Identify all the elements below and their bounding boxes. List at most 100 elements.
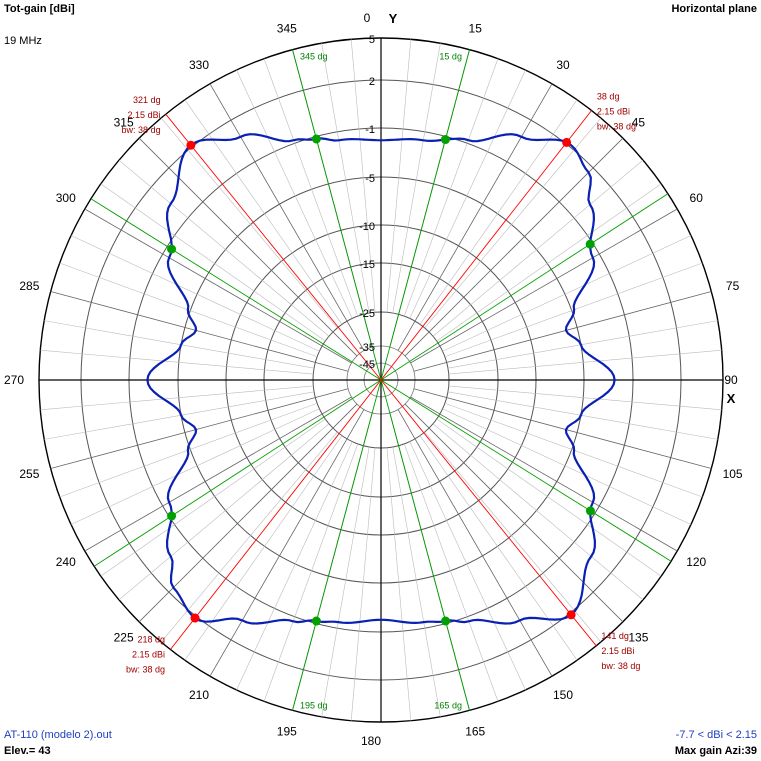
max-lobe-label: 2.15 dBi (132, 649, 165, 659)
angle-tick-label: 210 (189, 688, 209, 702)
x-axis-label: X (727, 391, 736, 406)
plane-label: Horizontal plane (671, 3, 757, 15)
grid-spoke (263, 58, 359, 317)
grid-spoke (403, 58, 499, 317)
max-lobe-label: bw: 38 dg (122, 125, 161, 135)
grid-spoke (424, 117, 602, 329)
grid-spoke (447, 320, 718, 369)
angle-tick-label: 330 (189, 58, 209, 72)
grid-spoke (236, 69, 353, 319)
grid-spoke (448, 385, 722, 411)
beamwidth-line (93, 379, 382, 567)
grid-spoke (84, 208, 352, 364)
angle-tick-label: 165 (465, 725, 485, 739)
grid-spoke (432, 423, 644, 601)
max-gain-line (380, 110, 592, 381)
grid-spoke (392, 446, 441, 717)
angle-tick-label: 105 (723, 467, 743, 481)
grid-spoke (410, 396, 678, 552)
max-lobe-label: bw: 38 dg (597, 122, 636, 132)
grid-spoke (397, 409, 553, 677)
elevation-label: Elev.= 43 (4, 745, 51, 757)
grid-spoke (184, 99, 343, 325)
beamwidth-line (380, 193, 669, 381)
max-gain-line (380, 379, 597, 647)
gain-pattern-layer (146, 133, 616, 625)
grid-spoke (70, 235, 320, 352)
grid-spoke (138, 137, 358, 357)
max-gain-point (186, 140, 196, 150)
grid-spoke (413, 291, 712, 372)
angle-tick-label: 315 (114, 116, 134, 130)
grid-spoke (386, 39, 412, 313)
grid-spoke (436, 418, 662, 577)
gain-pattern-curve (146, 133, 616, 625)
beamwidth-point (440, 135, 450, 145)
grid-spoke (44, 391, 315, 440)
beamwidth-line (292, 379, 382, 711)
frequency-label: 19 MHz (4, 35, 42, 47)
grid-spoke (100, 418, 326, 577)
max-lobe-label: 141 dg (601, 631, 629, 641)
gain-ring-label: -1 (365, 124, 375, 136)
beamwidth-line (380, 379, 470, 711)
max-lobe-label: 2.15 dBi (601, 646, 634, 656)
beamwidth-label: 345 dg (300, 51, 328, 61)
grid-spoke (50, 291, 349, 372)
angle-tick-label: 15 (469, 21, 483, 35)
angle-tick-label: 300 (56, 191, 76, 205)
gain-ring-label: -35 (359, 342, 375, 354)
direction-lines (90, 49, 672, 711)
grid-spoke (386, 447, 412, 721)
grid-spoke (442, 235, 692, 352)
max-lobe-label: bw: 38 dg (601, 661, 640, 671)
angle-tick-label: 150 (553, 688, 573, 702)
markers-layer (167, 134, 595, 626)
grid-spoke (432, 159, 644, 337)
labels-layer: 0153045607590105120135150165180195210225… (4, 11, 743, 748)
grid-spoke (184, 435, 343, 661)
grid-spoke (70, 408, 320, 525)
grid-spoke (138, 403, 358, 623)
max-gain-line (170, 379, 382, 650)
angle-tick-label: 30 (556, 58, 570, 72)
beamwidth-point (441, 616, 451, 626)
grid-spoke (321, 446, 370, 717)
angle-tick-label: 270 (4, 373, 24, 387)
grid-spoke (409, 441, 526, 691)
grid-spoke (404, 137, 624, 357)
max-lobe-label: 2.15 dBi (597, 107, 630, 117)
beamwidth-label: 165 dg (434, 701, 462, 711)
grid-spoke (118, 159, 330, 337)
max-lobe-label: 218 dg (138, 634, 166, 644)
angle-tick-label: 60 (690, 191, 704, 205)
gain-ring-label: -5 (365, 173, 375, 185)
max-lobe-label: 38 dg (597, 92, 620, 102)
grid-spoke (409, 69, 526, 319)
max-gain-line (165, 113, 382, 381)
grid-spoke (392, 43, 441, 314)
max-gain-point (566, 610, 576, 620)
max-lobe-label: 2.15 dBi (128, 110, 161, 120)
grid-spoke (350, 447, 376, 721)
angle-tick-label: 135 (628, 630, 648, 644)
grid-spoke (84, 396, 352, 552)
angle-tick-label: 180 (361, 734, 381, 748)
gain-range-label: -7.7 < dBi < 2.15 (675, 729, 757, 741)
angle-tick-label: 225 (114, 630, 134, 644)
beamwidth-line (90, 198, 382, 381)
grid-spoke (436, 183, 662, 342)
max-gain-point (562, 137, 572, 147)
beamwidth-point (585, 506, 595, 516)
beamwidth-point (167, 511, 177, 521)
beamwidth-point (585, 239, 595, 249)
grid-spoke (410, 208, 678, 364)
grid-spoke (209, 409, 365, 677)
gain-ring-label: 5 (369, 34, 375, 46)
gain-ring-label: -45 (359, 359, 375, 371)
beamwidth-label: 15 dg (439, 51, 462, 61)
angle-tick-label: 90 (724, 373, 738, 387)
max-gain-label: Max gain Azi:39 (674, 745, 757, 757)
grid-spoke (44, 320, 315, 369)
